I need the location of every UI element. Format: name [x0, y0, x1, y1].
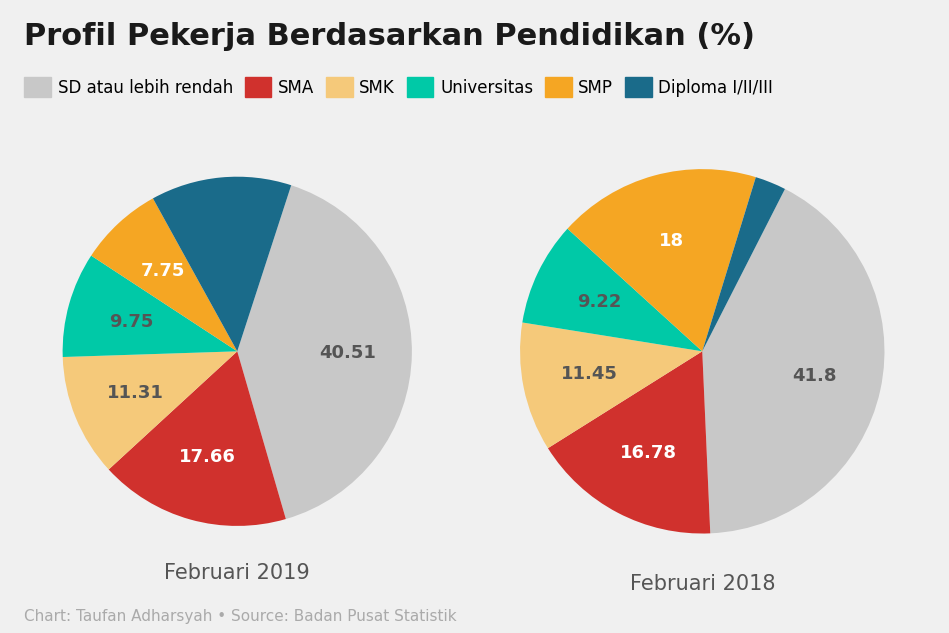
Title: Februari 2019: Februari 2019 [164, 563, 310, 583]
Text: 41.8: 41.8 [792, 367, 837, 385]
Text: Profil Pekerja Berdasarkan Pendidikan (%): Profil Pekerja Berdasarkan Pendidikan (%… [24, 22, 754, 51]
Text: Chart: Taufan Adharsyah • Source: Badan Pusat Statistik: Chart: Taufan Adharsyah • Source: Badan … [24, 608, 456, 624]
Wedge shape [153, 177, 291, 351]
Wedge shape [522, 229, 702, 351]
Wedge shape [63, 351, 237, 470]
Wedge shape [63, 256, 237, 357]
Text: 11.45: 11.45 [562, 365, 618, 383]
Text: 7.75: 7.75 [140, 261, 185, 280]
Wedge shape [548, 351, 710, 534]
Wedge shape [568, 169, 755, 351]
Text: 9.75: 9.75 [109, 313, 154, 330]
Text: 9.22: 9.22 [577, 292, 621, 311]
Wedge shape [520, 322, 702, 448]
Wedge shape [109, 351, 286, 526]
Text: 18: 18 [660, 232, 684, 249]
Legend: SD atau lebih rendah, SMA, SMK, Universitas, SMP, Diploma I/II/III: SD atau lebih rendah, SMA, SMK, Universi… [18, 71, 780, 103]
Title: Februari 2018: Februari 2018 [629, 573, 775, 594]
Text: 40.51: 40.51 [319, 344, 376, 362]
Wedge shape [237, 185, 412, 519]
Wedge shape [91, 198, 237, 351]
Wedge shape [702, 189, 884, 534]
Wedge shape [702, 177, 785, 351]
Text: 11.31: 11.31 [107, 384, 164, 402]
Text: 16.78: 16.78 [621, 444, 678, 462]
Text: 17.66: 17.66 [179, 448, 236, 467]
